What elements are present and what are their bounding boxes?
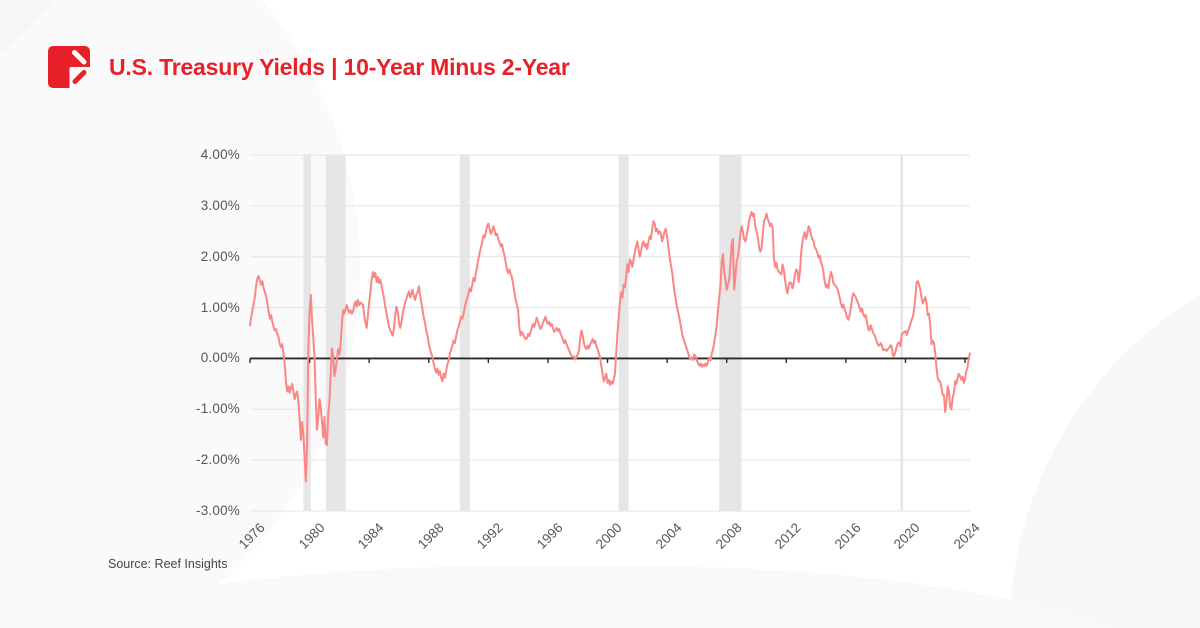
y-tick-label: -2.00% [196,452,240,468]
source-note: Source: Reef Insights [108,557,228,571]
header: U.S. Treasury Yields | 10-Year Minus 2-Y… [48,46,570,88]
y-tick-label: 3.00% [200,197,240,213]
y-axis: 4.00% 3.00% 2.00% 1.00% 0.00% -1.00% -2.00% -3.… [168,0,240,628]
recession-band [325,155,346,511]
reef-insights-logo-icon [48,46,90,88]
recession-band [719,155,742,511]
y-tick-label: -3.00% [196,503,240,518]
x-tick-label: 2004 [652,520,685,552]
x-tick-label: 1992 [474,520,506,552]
y-tick-label: 0.00% [200,350,240,366]
x-tick-label: 2008 [712,520,745,552]
x-tick-label: 2016 [831,520,864,552]
y-tick-label: 4.00% [200,147,240,162]
page-title: U.S. Treasury Yields | 10-Year Minus 2-Y… [109,54,570,80]
recession-band [459,155,470,511]
recession-band [303,155,311,511]
x-tick-label: 1984 [354,520,387,552]
y-tick-label: 1.00% [200,299,240,315]
spread-line [249,210,971,483]
plot-area [249,154,971,512]
y-tick-label: 2.00% [200,248,240,264]
x-tick-label: 1996 [533,520,566,552]
recession-band [618,155,629,511]
x-tick-label: 1976 [235,520,268,552]
x-tick-label: 2012 [772,520,804,552]
x-tick-label: 2024 [950,520,983,552]
x-tick-label: 2000 [593,520,626,552]
x-tick-label: 1988 [414,520,447,552]
y-tick-label: -1.00% [196,401,240,417]
x-tick-label: 1980 [295,520,328,552]
x-tick-label: 2020 [891,520,924,552]
